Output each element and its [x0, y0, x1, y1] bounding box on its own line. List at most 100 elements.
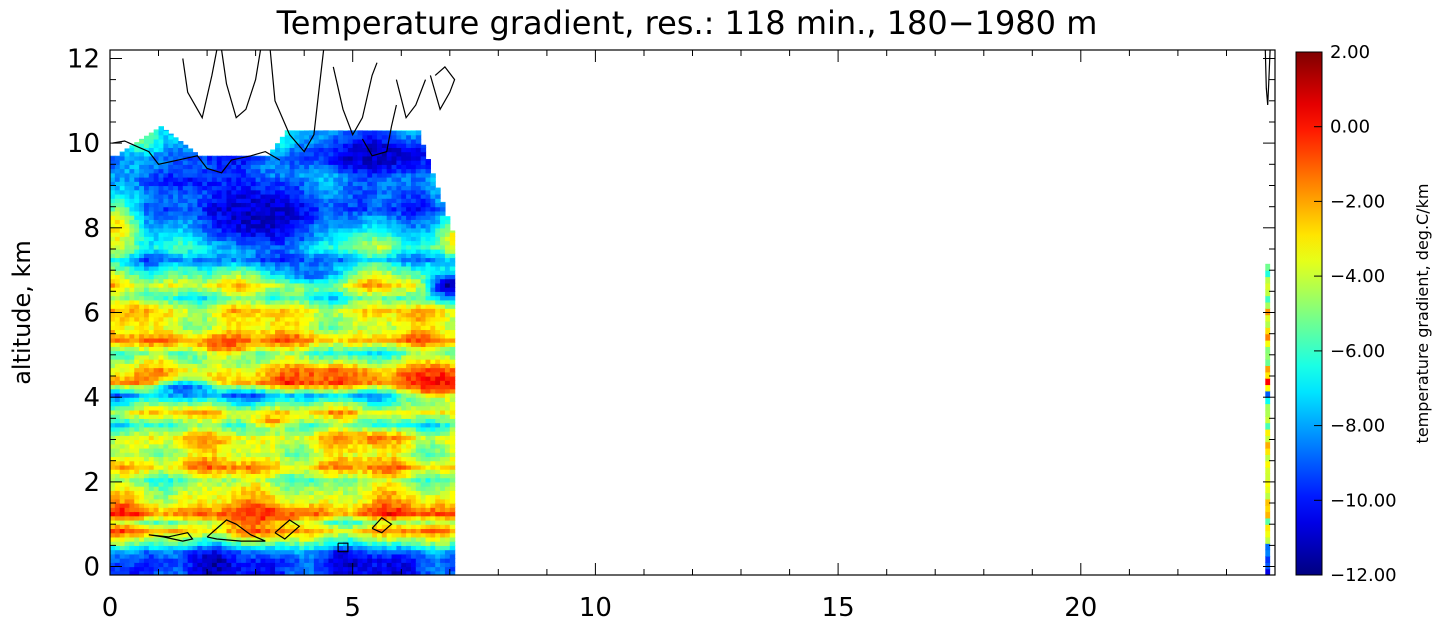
heatmap-cell — [338, 460, 344, 466]
heatmap-cell — [139, 147, 145, 153]
heatmap-cell — [134, 295, 140, 301]
heatmap-cell — [173, 553, 179, 559]
heatmap-cell — [153, 198, 160, 204]
heatmap-cell — [187, 164, 194, 170]
heatmap-cell — [275, 248, 281, 254]
heatmap-cell — [124, 261, 131, 267]
heatmap-cell — [182, 181, 189, 187]
heatmap-cell — [163, 354, 169, 360]
heatmap-cell — [245, 198, 252, 204]
heatmap-cell — [197, 532, 203, 538]
heatmap-cell — [114, 503, 121, 508]
heatmap-cell — [333, 160, 339, 165]
heatmap-cell — [333, 528, 339, 534]
heatmap-cell — [313, 329, 320, 335]
heatmap-cell — [182, 287, 189, 292]
heatmap-cell — [255, 494, 262, 500]
heatmap-cell — [182, 503, 189, 508]
heatmap-cell — [216, 447, 223, 453]
heatmap-cell — [216, 304, 223, 309]
heatmap-cell — [289, 541, 296, 546]
heatmap-cell — [294, 164, 300, 170]
heatmap-cell — [207, 388, 213, 394]
heatmap-cell — [236, 193, 242, 199]
heatmap-cell — [177, 261, 184, 267]
heatmap-cell — [182, 418, 189, 424]
heatmap-cell — [187, 414, 194, 419]
heatmap-cell — [289, 240, 296, 246]
heatmap-cell — [173, 177, 179, 182]
heatmap-cell — [231, 392, 237, 398]
heatmap-cell — [284, 511, 291, 517]
heatmap-cell — [177, 456, 184, 462]
heatmap-cell — [124, 160, 131, 165]
heatmap-cell — [270, 422, 276, 428]
heatmap-cell — [163, 511, 169, 517]
heatmap-cell — [158, 532, 164, 538]
heatmap-cell — [309, 147, 315, 153]
heatmap-cell — [187, 452, 194, 458]
heatmap-cell — [158, 354, 164, 360]
heatmap-cell — [192, 236, 198, 242]
heatmap-cell — [241, 473, 247, 479]
heatmap-cell — [275, 257, 281, 263]
heatmap-cell — [221, 367, 228, 373]
heatmap-cell — [313, 443, 320, 449]
heatmap-cell — [143, 177, 150, 182]
heatmap-cell — [163, 219, 169, 225]
heatmap-cell — [231, 232, 237, 237]
heatmap-cell — [202, 486, 208, 491]
heatmap-cell — [245, 464, 252, 470]
heatmap-cell — [148, 151, 155, 157]
heatmap-cell — [255, 507, 262, 513]
heatmap-cell — [309, 210, 315, 216]
heatmap-cell — [299, 354, 305, 360]
heatmap-cell — [338, 392, 344, 398]
heatmap-cell — [323, 202, 330, 208]
heatmap-cell — [143, 168, 150, 174]
heatmap-cell — [110, 409, 116, 415]
heatmap-cell — [343, 392, 349, 398]
heatmap-cell — [187, 498, 194, 504]
heatmap-cell — [192, 431, 198, 436]
heatmap-cell — [284, 134, 291, 140]
heatmap-cell — [318, 536, 325, 542]
heatmap-cell — [168, 282, 174, 288]
heatmap-cell — [338, 498, 344, 504]
heatmap-cell — [294, 515, 300, 521]
heatmap-cell — [207, 181, 213, 187]
heatmap-cell — [255, 524, 262, 530]
heatmap-cell — [304, 198, 310, 204]
heatmap-cell — [139, 384, 145, 390]
heatmap-cell — [139, 562, 145, 568]
heatmap-cell — [158, 397, 164, 403]
heatmap-cell — [187, 160, 194, 165]
heatmap-cell — [309, 481, 315, 487]
heatmap-cell — [279, 291, 286, 297]
heatmap-cell — [255, 558, 262, 563]
heatmap-cell — [207, 202, 213, 208]
heatmap-cell — [226, 549, 232, 555]
heatmap-cell — [255, 519, 262, 525]
heatmap-cell — [110, 503, 116, 508]
heatmap-cell — [211, 452, 218, 458]
heatmap-cell — [279, 380, 286, 386]
heatmap-cell — [158, 519, 164, 525]
heatmap-cell — [221, 376, 228, 381]
heatmap-cell — [148, 490, 155, 496]
heatmap-cell — [153, 376, 160, 381]
heatmap-cell — [177, 151, 184, 157]
heatmap-cell — [143, 562, 150, 568]
heatmap-cell — [338, 337, 344, 343]
heatmap-cell — [284, 265, 291, 271]
heatmap-cell — [313, 253, 320, 259]
heatmap-cell — [279, 401, 286, 407]
heatmap-cell — [119, 511, 126, 517]
heatmap-cell — [226, 367, 232, 373]
heatmap-cell — [173, 223, 179, 229]
heatmap-cell — [182, 164, 189, 170]
heatmap-cell — [284, 299, 291, 305]
heatmap-cell — [163, 320, 169, 326]
heatmap-cell — [289, 253, 296, 259]
heatmap-cell — [114, 219, 121, 225]
